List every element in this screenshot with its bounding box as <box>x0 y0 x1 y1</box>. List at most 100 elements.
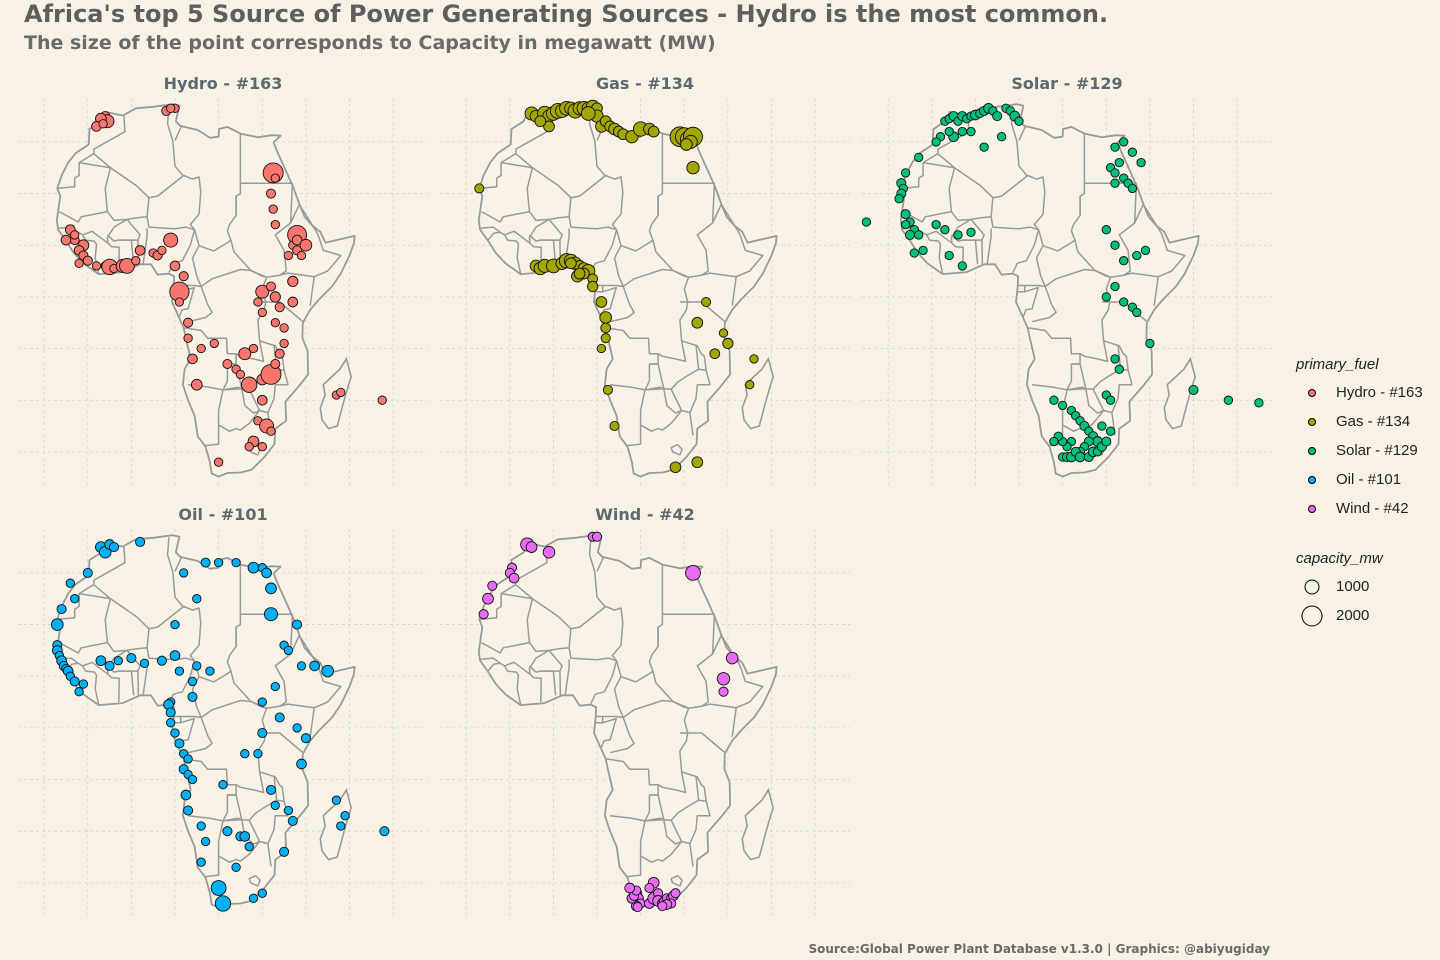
power-plant-point <box>940 225 950 235</box>
power-plant-point <box>257 307 267 318</box>
country-border <box>146 647 195 662</box>
power-plant-point <box>157 245 167 256</box>
map-hydro <box>18 98 428 488</box>
power-plant-point <box>292 723 302 733</box>
power-plant-point <box>749 354 759 364</box>
country-border <box>528 628 572 653</box>
country-border <box>82 230 120 272</box>
panel-oil: Oil - #101 <box>18 505 428 919</box>
country-border <box>106 628 150 653</box>
power-plant-point <box>377 395 387 405</box>
power-plant-point <box>914 152 924 163</box>
power-plant-point <box>235 369 246 380</box>
power-plant-point <box>170 619 180 630</box>
power-plant-point <box>291 234 303 246</box>
power-plant-point <box>274 302 285 313</box>
power-plant-point <box>670 888 681 899</box>
power-plant-point <box>1101 292 1111 302</box>
country-borders <box>57 537 342 887</box>
power-plant-point <box>691 316 704 329</box>
africa-outline <box>55 534 356 909</box>
power-plant-point <box>163 232 179 248</box>
power-plant-point <box>270 800 280 811</box>
power-plant-point <box>292 619 303 630</box>
power-plant-point <box>1223 395 1234 405</box>
power-plant-point <box>602 384 613 395</box>
power-plant-point <box>482 592 494 605</box>
power-plant-point <box>270 173 280 183</box>
plant-points <box>474 99 759 474</box>
country-border <box>174 556 183 572</box>
country-border <box>479 584 516 621</box>
country-border <box>620 183 716 278</box>
legend-size-2000 <box>1301 605 1323 627</box>
power-plant-point <box>213 557 224 568</box>
map-oil <box>18 529 428 919</box>
power-plant-point <box>113 656 123 666</box>
power-plant-point <box>1049 436 1059 447</box>
legend-swatch-hydro <box>1308 389 1316 397</box>
country-border <box>184 327 237 391</box>
country-border <box>687 301 725 322</box>
country-border <box>627 410 642 447</box>
power-plant-point <box>200 836 211 847</box>
country-border <box>205 410 220 447</box>
country-border <box>672 700 689 709</box>
power-plant-point <box>74 258 84 268</box>
power-plant-point <box>296 661 307 671</box>
power-plant-point <box>336 821 346 831</box>
power-plant-point <box>213 457 224 467</box>
country-border <box>639 388 683 432</box>
power-plant-point <box>261 567 272 579</box>
power-plant-point <box>609 420 620 432</box>
power-plant-point <box>1097 421 1107 431</box>
legend-fuel-title: primary_fuel <box>1296 356 1379 373</box>
power-plant-point <box>263 607 279 622</box>
country-border <box>921 231 944 275</box>
power-plant-point <box>135 536 146 547</box>
panel-wind: Wind - #42 <box>440 505 850 919</box>
power-plant-point <box>900 219 911 230</box>
country-border <box>568 647 617 662</box>
power-plant-point <box>270 318 280 328</box>
power-plant-point <box>1110 168 1120 178</box>
power-plant-point <box>169 650 181 661</box>
country-border <box>950 197 994 222</box>
country-border <box>82 661 120 703</box>
power-plant-point <box>95 655 107 667</box>
power-plant-point <box>283 805 294 816</box>
power-plant-point <box>70 230 80 240</box>
power-plant-point <box>98 119 108 129</box>
country-border <box>241 799 277 822</box>
country-border <box>250 269 267 278</box>
country-border <box>683 276 690 303</box>
country-border <box>639 819 683 863</box>
power-plant-point <box>1114 364 1124 374</box>
power-plant-point <box>196 343 206 354</box>
country-border <box>974 240 979 265</box>
africa-outline <box>55 103 356 478</box>
power-plant-point <box>525 541 538 553</box>
power-plant-point <box>108 542 120 553</box>
power-plant-point <box>478 609 489 620</box>
country-border <box>166 537 184 608</box>
country-border <box>235 771 265 794</box>
power-plant-point <box>644 882 655 894</box>
country-border <box>663 799 699 822</box>
power-plant-point <box>170 728 180 738</box>
country-border <box>205 841 220 878</box>
power-plant-point <box>174 297 185 307</box>
power-plant-point <box>1127 147 1138 157</box>
plant-points <box>862 102 1264 463</box>
legend-item-capacity-2000: 2000 <box>1296 604 1383 633</box>
power-plant-point <box>222 826 233 837</box>
country-border <box>289 203 342 278</box>
madagascar-outline <box>741 356 775 430</box>
power-plant-point <box>718 686 729 697</box>
power-plant-point <box>283 250 294 261</box>
power-plant-point <box>200 557 211 568</box>
country-border <box>689 801 711 867</box>
power-plant-point <box>647 125 660 138</box>
country-border <box>528 234 554 242</box>
power-plant-point <box>379 826 390 837</box>
